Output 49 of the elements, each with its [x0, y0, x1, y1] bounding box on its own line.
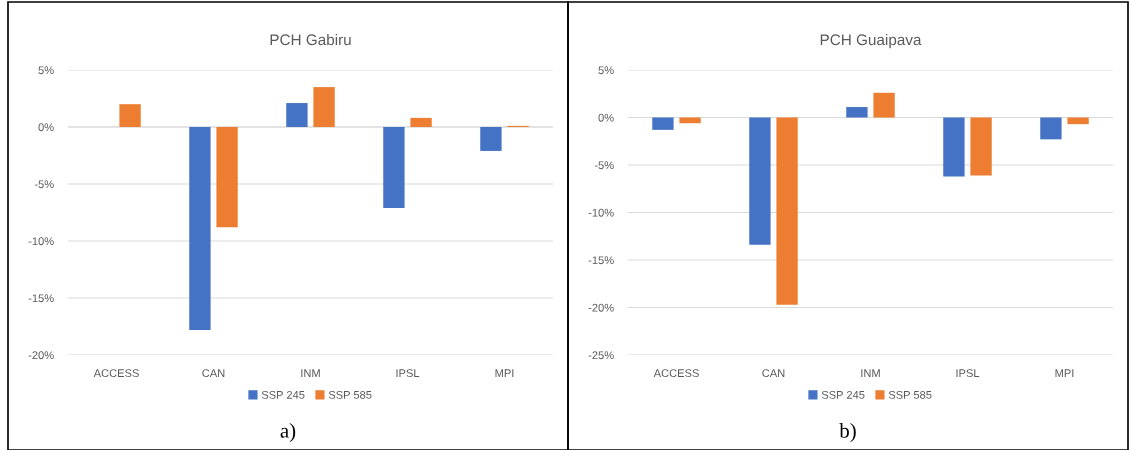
x-tick-label: MPI: [1055, 369, 1074, 377]
x-tick-label: ACCESS: [93, 369, 139, 378]
y-tick-label: 0%: [598, 113, 614, 122]
chart-title: PCH Guaipava: [820, 33, 922, 49]
y-tick-label: -10%: [588, 208, 614, 217]
y-tick-label: 5%: [38, 66, 54, 75]
bar: [749, 117, 771, 245]
x-tick-label: IPSL: [396, 369, 420, 378]
bar: [410, 117, 432, 127]
bar: [652, 117, 674, 130]
bar: [1067, 117, 1089, 125]
y-tick-label: -15%: [28, 294, 54, 303]
bar: [189, 127, 211, 330]
bar: [943, 117, 965, 177]
chart-title: PCH Gabiru: [270, 33, 351, 46]
x-tick-label: INM: [861, 369, 880, 377]
y-tick-label: -15%: [588, 256, 614, 265]
legend-label: SSP 245: [261, 390, 305, 399]
bar: [383, 127, 405, 208]
text: b): [839, 423, 856, 442]
y-tick-label: 5%: [598, 66, 614, 75]
bar: [216, 127, 238, 228]
y-tick-label: -5%: [594, 161, 614, 170]
x-tick-label: INM: [301, 369, 320, 377]
x-tick-label: CAN: [202, 369, 225, 378]
legend-label: SSP 585: [888, 390, 932, 399]
bar: [679, 117, 701, 124]
bar: [480, 127, 502, 151]
bar: [286, 103, 308, 127]
bar: [313, 87, 335, 127]
legend-label: SSP 585: [328, 390, 372, 399]
y-tick-label: -20%: [28, 351, 54, 360]
x-tick-label: IPSL: [956, 369, 980, 378]
y-tick-label: -20%: [588, 303, 614, 312]
y-tick-label: -25%: [588, 351, 614, 360]
legend-label: SSP 245: [821, 390, 865, 399]
bar: [1040, 117, 1062, 140]
bar: [776, 117, 798, 305]
x-tick-label: ACCESS: [653, 369, 699, 378]
x-tick-label: MPI: [495, 369, 514, 377]
y-tick-label: -5%: [34, 180, 54, 189]
bar: [119, 104, 141, 127]
y-tick-label: -10%: [28, 237, 54, 246]
bar: [846, 107, 868, 118]
text: a): [280, 423, 296, 442]
x-tick-label: CAN: [762, 369, 785, 378]
y-tick-label: 0%: [38, 123, 54, 132]
bar: [970, 117, 992, 176]
bar: [873, 92, 895, 118]
